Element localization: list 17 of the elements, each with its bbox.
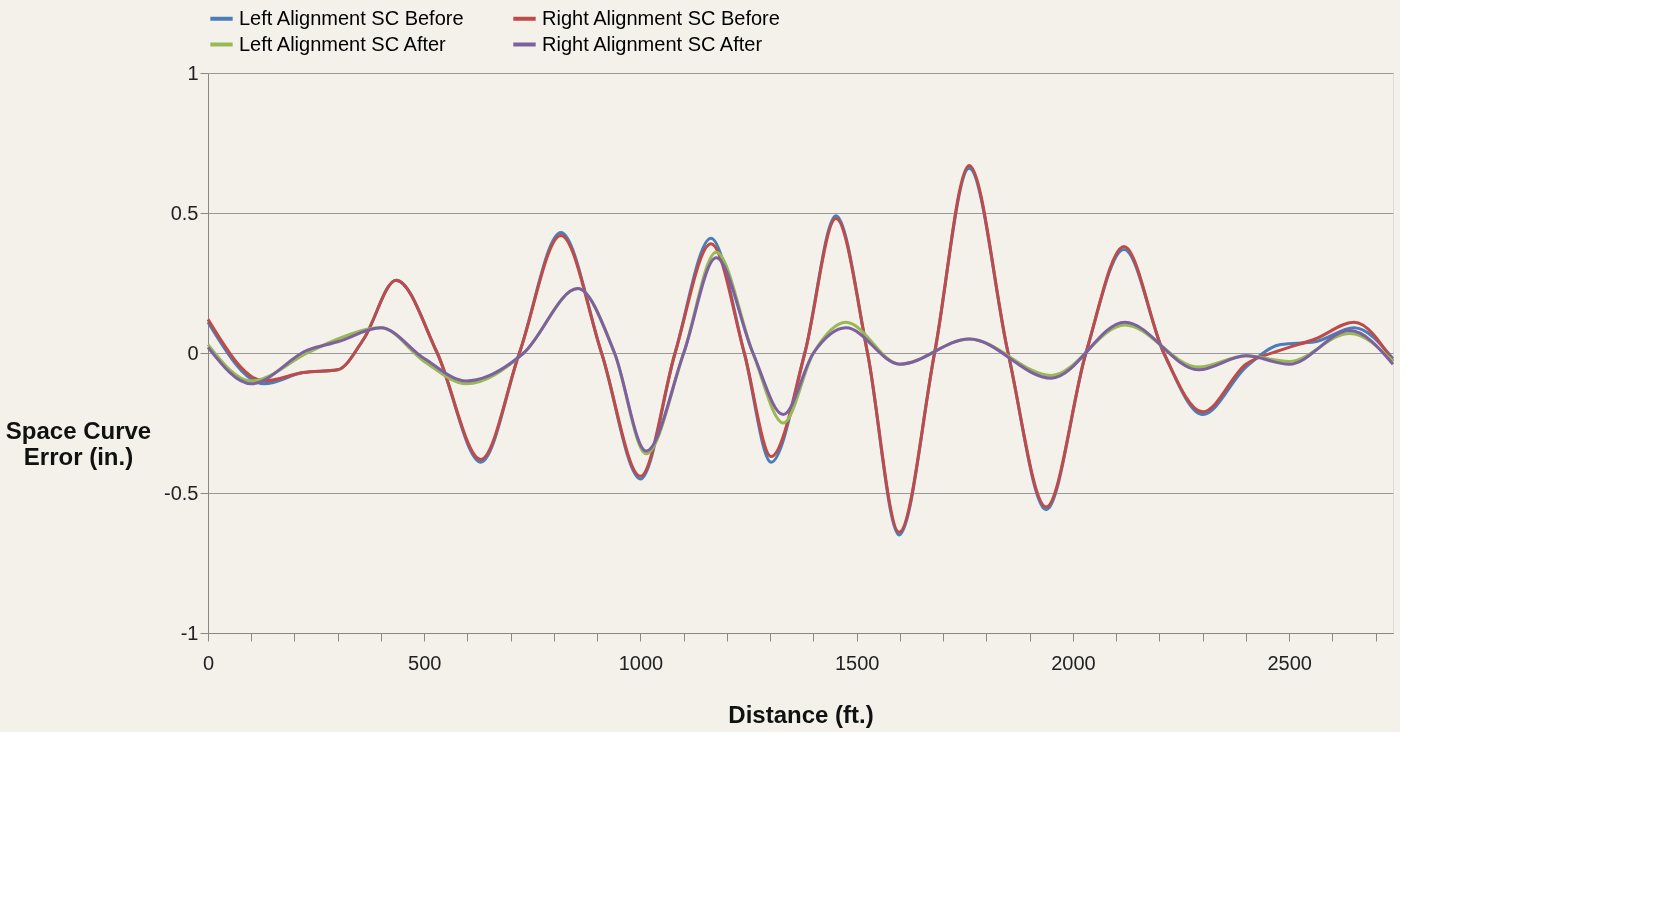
legend-label: Left Alignment SC After: [239, 32, 447, 55]
y-tick-label: -0.5: [164, 481, 199, 504]
y-tick-label: -1: [180, 621, 199, 644]
x-axis-title: Distance (ft.): [728, 700, 874, 728]
y-axis-title: Space Curve Error (in.): [5, 416, 152, 470]
y-tick-label: 1: [187, 61, 199, 84]
legend-label: Left Alignment SC Before: [239, 6, 464, 29]
y-tick-label: 0.5: [170, 201, 199, 224]
legend-label: Right Alignment SC After: [542, 32, 763, 55]
x-tick-label: 0: [202, 651, 215, 674]
x-tick-label: 2500: [1267, 651, 1312, 674]
y-tick-label: 0: [187, 341, 199, 364]
x-tick-label: 500: [408, 651, 442, 674]
x-tick-label: 2000: [1051, 651, 1096, 674]
x-tick-label: 1500: [834, 651, 880, 674]
legend-label: Right Alignment SC Before: [542, 6, 780, 29]
x-tick-label: 1000: [618, 651, 664, 674]
